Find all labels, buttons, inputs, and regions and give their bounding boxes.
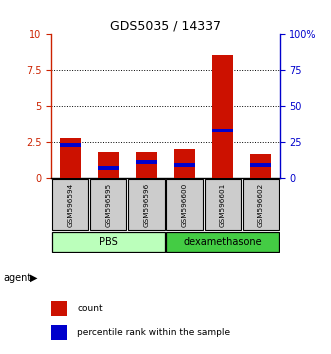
Text: ▶: ▶ bbox=[30, 273, 37, 283]
Text: GSM596602: GSM596602 bbox=[258, 182, 264, 227]
FancyBboxPatch shape bbox=[52, 179, 88, 230]
Bar bbox=[174, 164, 195, 167]
Text: GSM596601: GSM596601 bbox=[219, 182, 226, 227]
FancyBboxPatch shape bbox=[205, 179, 241, 230]
Bar bbox=[250, 154, 271, 178]
Bar bbox=[60, 143, 81, 147]
Bar bbox=[212, 129, 233, 132]
Text: agent: agent bbox=[3, 273, 31, 283]
Bar bbox=[250, 164, 271, 167]
Bar bbox=[98, 166, 119, 170]
Bar bbox=[51, 301, 67, 316]
FancyBboxPatch shape bbox=[128, 179, 165, 230]
Bar bbox=[136, 152, 157, 178]
Text: count: count bbox=[77, 304, 103, 313]
Bar bbox=[212, 55, 233, 178]
FancyBboxPatch shape bbox=[166, 179, 203, 230]
Bar bbox=[51, 325, 67, 340]
Bar bbox=[136, 160, 157, 164]
Text: GSM596594: GSM596594 bbox=[67, 182, 73, 227]
FancyBboxPatch shape bbox=[243, 179, 279, 230]
Text: GSM596600: GSM596600 bbox=[181, 182, 188, 227]
FancyBboxPatch shape bbox=[90, 179, 126, 230]
Title: GDS5035 / 14337: GDS5035 / 14337 bbox=[110, 19, 221, 33]
FancyBboxPatch shape bbox=[52, 232, 165, 252]
Text: PBS: PBS bbox=[99, 237, 118, 247]
Text: percentile rank within the sample: percentile rank within the sample bbox=[77, 328, 230, 337]
Text: GSM596595: GSM596595 bbox=[105, 182, 112, 227]
Text: GSM596596: GSM596596 bbox=[143, 182, 150, 227]
Bar bbox=[60, 138, 81, 178]
Bar bbox=[174, 149, 195, 178]
Bar bbox=[98, 152, 119, 178]
Text: dexamethasone: dexamethasone bbox=[183, 237, 262, 247]
FancyBboxPatch shape bbox=[166, 232, 279, 252]
